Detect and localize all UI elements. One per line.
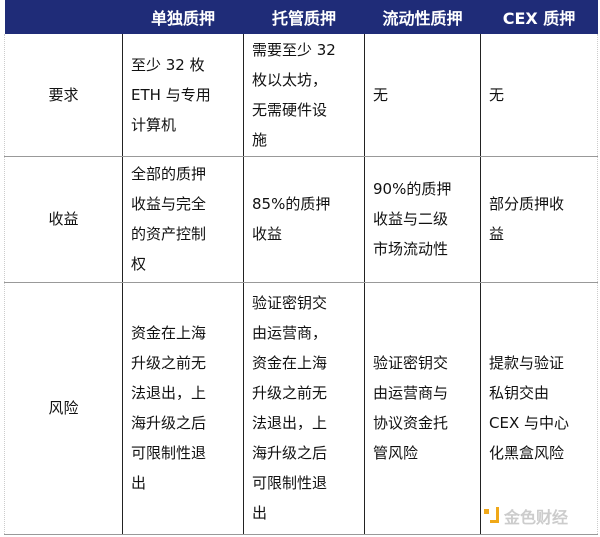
table-cell: 验证密钥交由运营商与协议资金托管风险 bbox=[364, 282, 481, 535]
cell-line: 资金在上海 bbox=[131, 324, 207, 342]
table-cell: 无 bbox=[364, 34, 481, 157]
cell-line: 验证密钥交 bbox=[373, 354, 449, 372]
cell-line: 收益与二级 bbox=[373, 210, 449, 228]
cell-line: 收益与完全 bbox=[131, 195, 207, 213]
cell-line: 化黑盒风险 bbox=[489, 444, 565, 462]
cell-line: 验证密钥交 bbox=[252, 294, 328, 312]
row-label: 要求 bbox=[4, 34, 123, 157]
table-cell: 至少 32 枚 ETH 与专用 计算机 bbox=[122, 34, 244, 157]
cell-line: 需要至少 32 bbox=[252, 40, 336, 59]
cell-line: 由运营商， bbox=[252, 324, 328, 342]
cell-line: 85%的质押 bbox=[252, 195, 331, 213]
cell-line: 权 bbox=[131, 255, 147, 273]
watermark: 金色财经 bbox=[484, 504, 568, 528]
cell-line: 枚以太坊， bbox=[252, 70, 328, 89]
cell-line: 计算机 bbox=[131, 115, 177, 134]
table-cell: 提款与验证私钥交由 CEX 与中心 化黑盒风险 bbox=[480, 282, 598, 535]
table-cell: 验证密钥交由运营商， 资金在上海升级之前无法退出，上海升级之后可限制性退出 bbox=[243, 282, 365, 535]
cell-line: 90%的质押 bbox=[373, 180, 452, 198]
table-cell: 部分质押收益 bbox=[480, 156, 598, 283]
table-cell: 需要至少 32 枚以太坊， 无需硬件设施 bbox=[243, 34, 365, 157]
cell-line: 收益 bbox=[252, 225, 283, 243]
cell-line: 无需硬件设 bbox=[252, 100, 328, 119]
table-row: 要求 至少 32 枚 ETH 与专用 计算机 需要至少 32 枚以太坊， 无需硬件设施 无 无 bbox=[4, 34, 598, 157]
column-header: 单独质押 bbox=[122, 0, 244, 34]
cell-line: 海升级之后 bbox=[252, 444, 328, 462]
row-label: 收益 bbox=[4, 156, 123, 283]
cell-line: 出 bbox=[131, 474, 147, 492]
cell-line: 协议资金托 bbox=[373, 414, 449, 432]
watermark-text: 金色财经 bbox=[504, 508, 569, 527]
cell-line: 法退出，上 bbox=[252, 414, 328, 432]
cell-line: 可限制性退 bbox=[131, 444, 207, 462]
cell-line: 出 bbox=[252, 504, 268, 522]
cell-line: 施 bbox=[252, 130, 268, 149]
cell-line: CEX 与中心 bbox=[489, 414, 569, 432]
table-cell: 资金在上海升级之前无法退出，上海升级之后可限制性退出 bbox=[122, 282, 244, 535]
cell-line: 资金在上海 bbox=[252, 354, 328, 372]
table-cell: 无 bbox=[480, 34, 598, 157]
table-cell: 全部的质押收益与完全的资产控制权 bbox=[122, 156, 244, 283]
cell-line: ETH 与专用 bbox=[131, 85, 211, 104]
cell-line: 法退出，上 bbox=[131, 384, 207, 402]
cell-line: 部分质押收 bbox=[489, 195, 565, 213]
row-label: 风险 bbox=[4, 282, 123, 535]
table-cell: 90%的质押 收益与二级市场流动性 bbox=[364, 156, 481, 283]
cell-line: 益 bbox=[489, 225, 505, 243]
cell-line: 全部的质押 bbox=[131, 165, 207, 183]
jinse-logo-icon bbox=[484, 507, 500, 525]
header-row: 单独质押 托管质押 流动性质押 CEX 质押 bbox=[4, 0, 598, 34]
table-cell: 85%的质押 收益 bbox=[243, 156, 365, 283]
column-header: 托管质押 bbox=[243, 0, 365, 34]
table-row: 风险 资金在上海 升级之前无 法退出，上 海升级之后 可限制性退出验证密钥交 由运营商， 资金… bbox=[4, 282, 598, 535]
cell-line: 提款与验证 bbox=[489, 354, 565, 372]
cell-line: 升级之前无 bbox=[131, 354, 207, 372]
cell-line: 无 bbox=[373, 85, 389, 104]
cell-line: 升级之前无 bbox=[252, 384, 328, 402]
table-row: 收益 全部的质押 收益与完全 的资产控制权 85%的质押 收益 90%的质押 收益与二级 市场流… bbox=[4, 156, 598, 283]
cell-line: 市场流动性 bbox=[373, 240, 449, 258]
cell-line: 的资产控制 bbox=[131, 225, 207, 243]
staking-comparison-table: 单独质押 托管质押 流动性质押 CEX 质押 要求 至少 32 枚 ETH 与专用 计算机 需… bbox=[4, 0, 598, 535]
cell-line: 私钥交由 bbox=[489, 384, 550, 402]
column-header: 流动性质押 bbox=[364, 0, 481, 34]
cell-line: 海升级之后 bbox=[131, 414, 207, 432]
column-header: CEX 质押 bbox=[480, 0, 598, 34]
cell-line: 由运营商与 bbox=[373, 384, 449, 402]
cell-line: 至少 32 枚 bbox=[131, 55, 205, 74]
column-header bbox=[4, 0, 123, 34]
cell-line: 可限制性退 bbox=[252, 474, 328, 492]
cell-line: 无 bbox=[489, 85, 505, 104]
cell-line: 管风险 bbox=[373, 444, 419, 462]
